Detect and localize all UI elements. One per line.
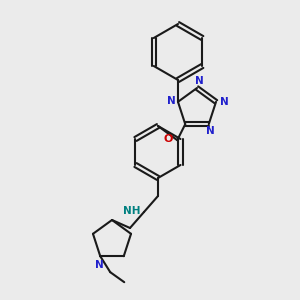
- Text: N: N: [195, 76, 203, 86]
- Text: N: N: [206, 126, 215, 136]
- Text: N: N: [220, 97, 229, 107]
- Text: N: N: [167, 96, 176, 106]
- Text: N: N: [95, 260, 103, 270]
- Text: O: O: [164, 134, 173, 144]
- Text: NH: NH: [124, 206, 141, 216]
